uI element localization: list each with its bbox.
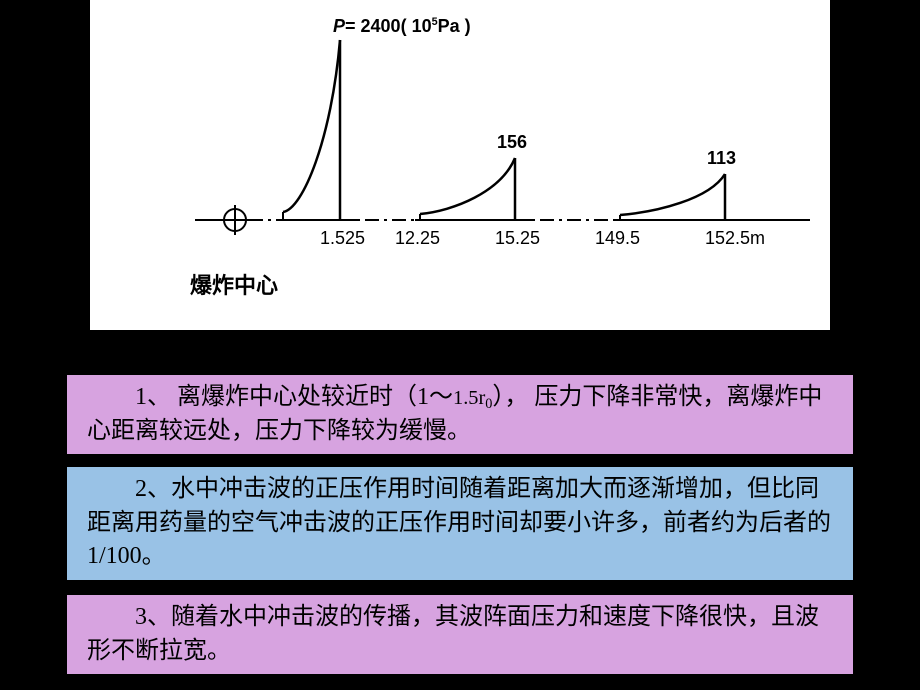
explosion-center-label: 爆炸中心 bbox=[190, 268, 278, 300]
x-tick-label: 149.5 bbox=[595, 228, 640, 249]
peak-pressure-label: P= 2400( 105Pa ) bbox=[333, 16, 471, 37]
note-box-1: 1、 离爆炸中心处较近时（1～1.5r0）， 压力下降非常快，离爆炸中心距离较远… bbox=[66, 374, 854, 455]
x-tick-label: 12.25 bbox=[395, 228, 440, 249]
figure-caption: 图5-1-1 重量为173kg的梯恩梯水中冲击波的传播情况 bbox=[130, 336, 651, 368]
peak-value-label: 156 bbox=[497, 132, 527, 153]
x-tick-label: 152.5m bbox=[705, 228, 765, 249]
note-box-2: 2、水中冲击波的正压作用时间随着距离加大而逐渐增加，但比同距离用药量的空气冲击波… bbox=[66, 466, 854, 581]
peak-value-label: 113 bbox=[707, 148, 736, 169]
figure-area: P= 2400( 105Pa ) 爆炸中心 1.525 15.25 12.25 156… bbox=[90, 0, 830, 330]
caption-prefix: 图5-1-1 重量为173kg的梯恩梯 bbox=[130, 341, 431, 366]
x-tick-label: 1.525 bbox=[320, 228, 365, 249]
x-tick-label: 15.25 bbox=[495, 228, 540, 249]
caption-bold: 水中冲击波的传播情况 bbox=[431, 341, 651, 366]
note-box-3: 3、随着水中冲击波的传播，其波阵面压力和速度下降很快，且波形不断拉宽。 bbox=[66, 594, 854, 675]
